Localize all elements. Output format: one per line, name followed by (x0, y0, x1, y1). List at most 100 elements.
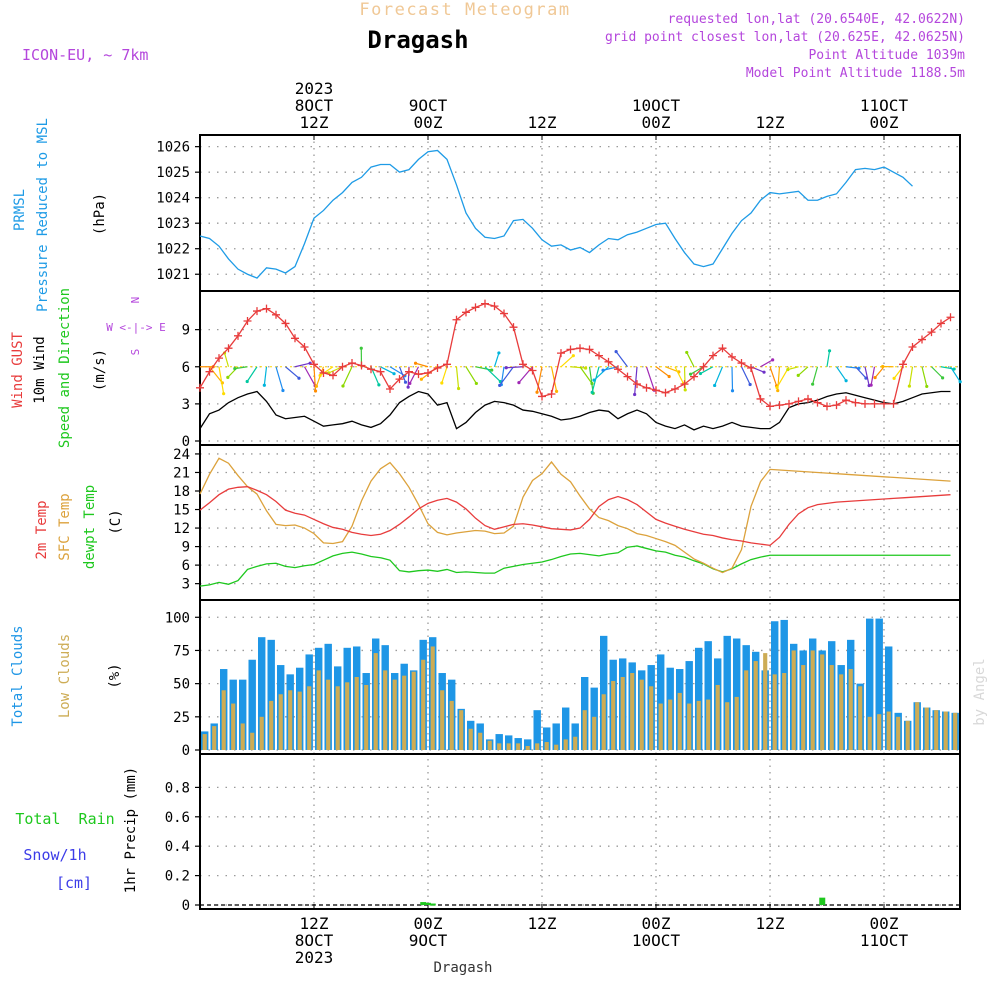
wind-arrow-head (775, 385, 779, 390)
total-cloud-bar (704, 641, 712, 750)
low-cloud-bar (877, 714, 882, 750)
bottom-time-label: 2023 (295, 948, 334, 967)
wind-arrow-head (730, 389, 735, 393)
low-cloud-bar (943, 711, 948, 750)
low-cloud-bar (839, 674, 844, 750)
low-cloud-bar (487, 740, 492, 750)
low-cloud-bar (620, 677, 625, 750)
low-cloud-bar (725, 702, 730, 750)
point-altitude: Point Altitude 1039m (808, 48, 965, 63)
total-cloud-bar (495, 734, 503, 750)
gust-marker (395, 375, 404, 384)
wind-arrow (275, 366, 284, 391)
y-tick-label: 6 (182, 360, 190, 376)
wind-arrow (493, 352, 500, 367)
wind-arrow (655, 366, 670, 378)
wind-arrow (303, 366, 316, 387)
y-tick-label: 12 (173, 521, 190, 537)
gust-marker (291, 334, 299, 343)
t2m-label: 2m Temp (34, 500, 50, 559)
gust-marker (870, 399, 879, 408)
wind-arrow (506, 366, 524, 369)
panel-labels: PRMSL Pressure Reduced to MSL (hPa) Wind… (10, 118, 166, 893)
gust-marker (889, 399, 898, 408)
low-cloud-bar (468, 728, 473, 750)
low-cloud-bar (516, 743, 521, 750)
wind-arrow-head (685, 350, 689, 355)
y-tick-label: 1021 (156, 267, 190, 283)
y-tick-label: 0 (182, 898, 190, 914)
sfc-temp-line (199, 457, 951, 574)
gust-marker (690, 372, 698, 381)
wind-arrow (579, 366, 593, 384)
low-cloud-bar (649, 686, 654, 750)
gust-marker (405, 367, 413, 376)
gust-marker (452, 315, 461, 324)
low-cloud-bar (278, 694, 283, 750)
y-tick-label: 0.8 (165, 780, 190, 796)
bottom-time-label: 8OCT (295, 931, 334, 950)
low-cloud-bar (449, 700, 454, 750)
wind-arrow-head (786, 367, 790, 372)
gust-marker (253, 307, 261, 316)
y-tick-label: 0.4 (165, 839, 190, 855)
low-cloud-bar (563, 739, 568, 750)
total-cloud-bar (533, 710, 541, 750)
low-cloud-bar (440, 690, 445, 750)
y-tick-label: 0 (182, 743, 190, 759)
total-clouds-label: Total Clouds (10, 625, 26, 726)
low-cloud-bar (706, 699, 711, 750)
precip-bar (425, 902, 431, 905)
low-cloud-bar (867, 716, 872, 750)
gust-marker (880, 399, 888, 408)
wind-arrow (760, 359, 773, 368)
gust-marker (234, 331, 242, 340)
gust-marker (272, 310, 280, 319)
low-cloud-bar (696, 700, 701, 750)
wind-direction-label: Speed and Direction (57, 288, 73, 448)
top-time-label: 12Z (528, 113, 557, 132)
gust-marker (319, 368, 328, 377)
wind-arrow (234, 366, 248, 370)
low-cloud-bar (924, 707, 929, 750)
wind-arrow (484, 366, 501, 382)
gust-marker (918, 335, 926, 344)
low-cloud-bar (915, 702, 920, 750)
gust-marker (585, 345, 594, 354)
wind-arrow (342, 366, 353, 387)
low-cloud-bar (630, 673, 635, 750)
wind-arrow-head (504, 366, 508, 370)
pressure-panel (199, 149, 913, 279)
gust-marker (547, 389, 556, 398)
wind-arrow (455, 366, 460, 389)
wind-arrow-head (698, 371, 703, 376)
wind-arrow-head (873, 375, 877, 380)
gust-marker (908, 342, 917, 351)
wind-arrow (294, 362, 311, 368)
total-cloud-bar (723, 635, 731, 750)
bottom-time-label: 12Z (300, 914, 329, 933)
sfc-temp-label: SFC Temp (57, 493, 73, 560)
wind-arrow (634, 366, 638, 395)
panel-frames (199, 134, 961, 910)
wind-arrow-head (535, 390, 539, 394)
low-cloud-bar (639, 679, 644, 750)
total-cloud-bar (505, 735, 513, 750)
bottom-time-label: 12Z (756, 914, 785, 933)
wind-arrow-head (925, 384, 929, 389)
low-cloud-bar (554, 744, 559, 750)
low-cloud-bar (316, 670, 321, 750)
low-cloud-bar (829, 665, 834, 750)
total-cloud-bar (733, 638, 741, 750)
y-tick-label: 25 (173, 710, 190, 726)
gust-marker (481, 299, 489, 308)
wind-arrow-head (590, 390, 594, 394)
wind-arrow (690, 366, 704, 375)
wind-arrow-head (907, 384, 911, 388)
gust-marker (329, 371, 337, 380)
total-cloud-bar (524, 739, 532, 750)
low-cloud-bar (753, 661, 758, 750)
wind-arrow (246, 366, 258, 382)
